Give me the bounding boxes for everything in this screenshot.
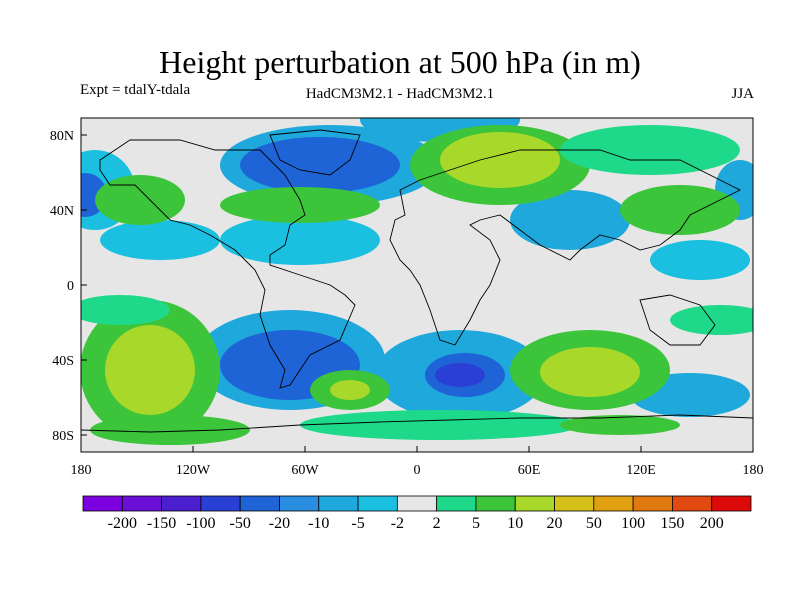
season-label: JJA bbox=[731, 86, 754, 102]
colorbar-swatch bbox=[593, 495, 634, 512]
colorbar-swatch bbox=[514, 495, 555, 512]
lat-tick-label: 80N bbox=[50, 129, 74, 144]
lon-tick-label: 120W bbox=[176, 463, 211, 478]
colorbar-swatch bbox=[396, 495, 438, 512]
colorbar-label: 5 bbox=[472, 515, 480, 532]
lon-tick-label: 60E bbox=[518, 463, 541, 478]
colorbar-label: -2 bbox=[391, 515, 404, 532]
colorbar-swatch bbox=[672, 495, 713, 512]
colorbar-label: -5 bbox=[351, 515, 364, 532]
colorbar-swatch bbox=[239, 495, 280, 512]
lat-tick-label: 0 bbox=[67, 279, 74, 294]
colorbar-label: 150 bbox=[660, 515, 684, 532]
colorbar-swatch bbox=[632, 495, 673, 512]
experiment-label: Expt = tdalY-tdala bbox=[80, 82, 191, 98]
lat-tick-label: 80S bbox=[52, 429, 74, 444]
colorbar-label: -20 bbox=[269, 515, 290, 532]
colorbar-label: 10 bbox=[507, 515, 523, 532]
colorbar: -200 -150 -100 -50 -20 -10 -5 -2 2 5 10 20 50 100 150 2… bbox=[82, 495, 752, 532]
colorbar-swatch bbox=[279, 495, 320, 512]
colorbar-swatch bbox=[200, 495, 241, 512]
colorbar-swatch bbox=[436, 495, 477, 512]
colorbar-label: 50 bbox=[586, 515, 602, 532]
colorbar-swatch bbox=[475, 495, 516, 512]
lat-tick-label: 40S bbox=[52, 354, 74, 369]
lon-tick-label: 60W bbox=[291, 463, 319, 478]
colorbar-swatch bbox=[161, 495, 202, 512]
colorbar-label: 20 bbox=[547, 515, 563, 532]
chart-title: Height perturbation at 500 hPa (in m) bbox=[159, 44, 641, 80]
colorbar-swatch bbox=[554, 495, 595, 512]
lat-tick-label: 40N bbox=[50, 204, 74, 219]
coastlines bbox=[81, 129, 753, 433]
colorbar-label: -150 bbox=[147, 515, 176, 532]
colorbar-swatch bbox=[711, 495, 752, 512]
longitude-axis: 180 120W 60W 0 60E 120E 180 bbox=[71, 446, 764, 478]
colorbar-label: -50 bbox=[230, 515, 251, 532]
colorbar-swatch bbox=[82, 495, 123, 512]
height-perturbation-field bbox=[81, 118, 753, 445]
lon-tick-label: 180 bbox=[71, 463, 92, 478]
colorbar-swatch bbox=[121, 495, 162, 512]
lon-tick-label: 120E bbox=[626, 463, 656, 478]
colorbar-label: -200 bbox=[108, 515, 137, 532]
latitude-axis: 80N 40N 0 40S 80S bbox=[50, 129, 87, 444]
lon-tick-label: 180 bbox=[743, 463, 764, 478]
colorbar-swatch bbox=[357, 495, 398, 512]
colorbar-label: 2 bbox=[433, 515, 441, 532]
colorbar-label: -100 bbox=[186, 515, 215, 532]
lon-tick-label: 0 bbox=[414, 463, 421, 478]
colorbar-label: -10 bbox=[308, 515, 329, 532]
colorbar-swatch bbox=[318, 495, 359, 512]
colorbar-label: 100 bbox=[621, 515, 645, 532]
model-label: HadCM3M2.1 - HadCM3M2.1 bbox=[305, 86, 495, 102]
colorbar-label: 200 bbox=[700, 515, 724, 532]
